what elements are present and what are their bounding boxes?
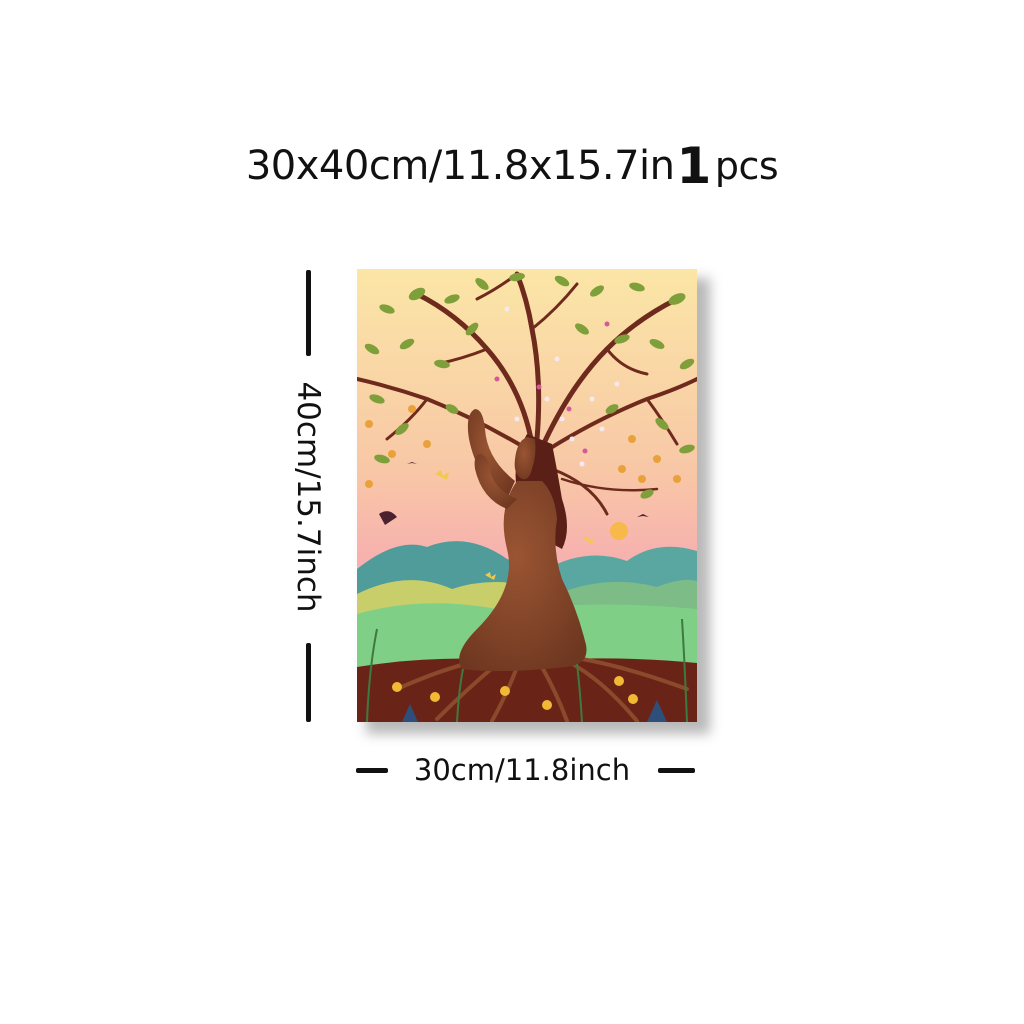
birds [379, 462, 649, 525]
tree-woman-painting [357, 269, 697, 722]
soil [357, 658, 697, 722]
tree-leaves [364, 272, 695, 499]
height-dimension-label: 40cm/15.7inch [290, 381, 326, 613]
height-dimension-line-top [306, 270, 311, 356]
height-dimension-line-bottom [306, 643, 311, 722]
tree-woman-figure [459, 409, 587, 672]
size-headline: 30x40cm/11.8x15.7in1 pcs [0, 138, 1024, 194]
tree-branches [357, 271, 697, 516]
tree-blossoms [504, 306, 620, 467]
width-dimension-line-left [356, 768, 388, 773]
quantity-unit: pcs [714, 144, 779, 188]
canvas-artwork [357, 269, 697, 722]
quantity-number: 1 [676, 137, 712, 195]
blue-leaf-left [402, 704, 418, 722]
butterflies [435, 470, 594, 580]
ground-plants [366, 618, 688, 722]
blue-leaf-right [647, 700, 667, 722]
width-dimension-line-right [658, 768, 695, 773]
setting-sun [610, 522, 628, 540]
size-text: 30x40cm/11.8x15.7in [245, 143, 675, 189]
ground-flowers [392, 676, 638, 710]
tree-pink-blossoms [494, 321, 610, 454]
width-dimension-label: 30cm/11.8inch [413, 753, 631, 787]
tree-fruits [365, 405, 681, 488]
